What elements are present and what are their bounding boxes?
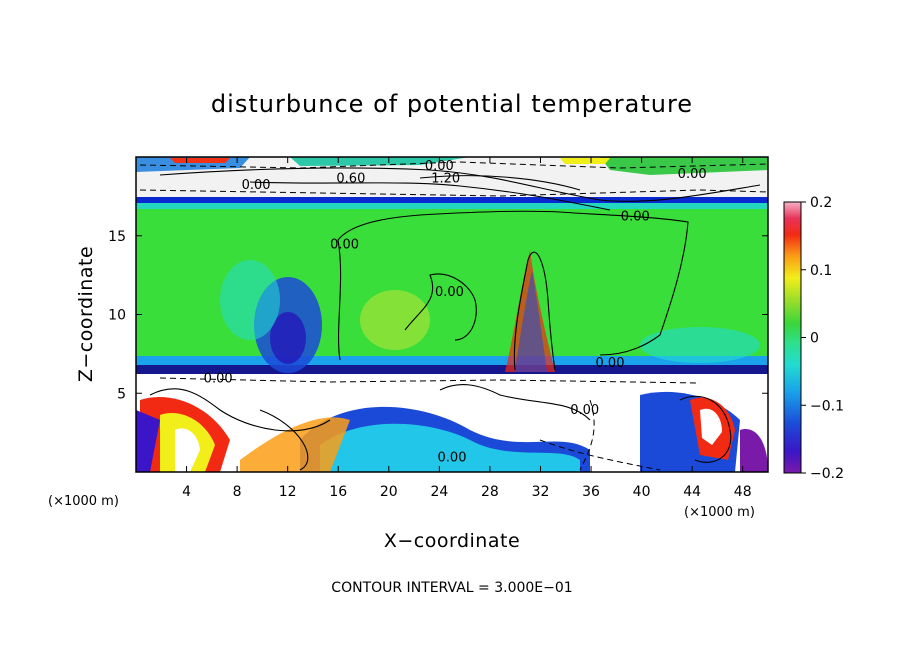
x-tick-label: 8 (233, 484, 242, 500)
cyan-halo-right (640, 327, 760, 363)
yellow-patch-mid (360, 290, 430, 350)
y-axis-label: Z−coordinate (75, 246, 97, 382)
contour-labels: 0.000.60 1.200.000.000.000.000.000.000.00… (204, 159, 707, 465)
contour-label: 0.00 (621, 209, 650, 224)
stratosphere-contour-2 (249, 181, 611, 211)
contour-label: 0.00 (596, 356, 625, 371)
x-tick-label: 16 (329, 484, 347, 500)
x-tick-label: 4 (182, 484, 191, 500)
negative-anomaly-core (270, 312, 306, 364)
lower-contour-1 (149, 388, 331, 432)
cyan-halo-left (220, 260, 280, 340)
contour-label: 0.00 (570, 403, 599, 418)
colorbar: 0.2 0.1 0 −0.1 −0.2 (783, 195, 844, 482)
colorbar-tick-label: 0.1 (810, 263, 832, 279)
stratosphere-red-fringe-2 (560, 158, 610, 164)
dashed-contours (139, 161, 768, 471)
contour-label: 0.00 (438, 450, 467, 465)
x-unit-label: (×1000 m) (48, 494, 119, 509)
dashed-contour-top-2 (139, 189, 768, 197)
lower-band-edge (136, 364, 768, 374)
contour-interval-note: CONTOUR INTERVAL = 3.000E−01 (331, 580, 572, 596)
x-tick-label: 36 (582, 484, 600, 500)
contour-lines (149, 167, 761, 471)
x-axis-ticks: 4 8 12 16 20 24 28 32 36 40 44 48 (182, 157, 752, 500)
colorbar-tick-label: −0.2 (810, 466, 844, 482)
lower-left-white (175, 428, 200, 472)
stratosphere-contour-3 (419, 175, 581, 191)
x-tick-label: 28 (481, 484, 499, 500)
stratosphere-contour-1 (159, 167, 761, 202)
y-tick-label: 5 (117, 386, 126, 402)
x-tick-label: 44 (683, 484, 701, 500)
x-tick-label: 20 (380, 484, 398, 500)
x-tick-label: 12 (279, 484, 297, 500)
dashed-contour-low-2 (539, 439, 661, 471)
lower-right-violet (740, 429, 768, 472)
upper-band-edge-2 (136, 203, 768, 209)
x-tick-label: 32 (532, 484, 550, 500)
contour-label: 0.00 (242, 178, 271, 193)
y-axis-ticks: 5 10 15 (108, 229, 768, 402)
lower-contour-3 (439, 384, 591, 421)
x-unit-label-right: (×1000 m) (684, 505, 755, 520)
lower-right-contour (679, 395, 732, 463)
stratosphere-red-fringe (170, 158, 230, 163)
colorbar-ramp (783, 201, 802, 474)
lower-contour-2 (259, 409, 309, 471)
x-tick-label: 48 (734, 484, 752, 500)
lower-cyan-swirl (320, 423, 580, 472)
zero-contour-main (337, 210, 689, 361)
contour-label: 0.00 (435, 285, 464, 300)
contour-label: 0.00 (678, 167, 707, 182)
plot-area: 0.000.60 1.200.000.000.000.000.000.000.00… (136, 157, 768, 472)
contour-label: 0.60 (336, 171, 365, 186)
colorbar-tick-label: −0.1 (810, 398, 844, 414)
contour-label: 0.00 (330, 238, 359, 253)
lower-band-edge-2 (136, 356, 768, 365)
colorbar-tick-label: 0.2 (810, 195, 832, 211)
dashed-contour-top-1 (139, 161, 768, 169)
lower-warm-wave (240, 417, 350, 472)
colorbar-ticks: 0.2 0.1 0 −0.1 −0.2 (801, 195, 844, 482)
contour-label: 0.00 (425, 159, 454, 174)
lower-left-cold (136, 410, 160, 472)
x-axis-label: X−coordinate (384, 530, 520, 552)
y-tick-label: 10 (108, 308, 126, 324)
dashed-contour-low-1 (159, 377, 701, 384)
central-contour (513, 251, 556, 371)
x-tick-label: 40 (633, 484, 651, 500)
chart-title: disturbunce of potential temperature (211, 90, 693, 118)
upper-band-edge (136, 196, 768, 205)
zero-contour-inner (404, 273, 477, 341)
contour-label: 1.20 (431, 171, 460, 186)
x-tick-label: 24 (430, 484, 448, 500)
lower-right-white (700, 408, 722, 445)
colorbar-tick-label: 0 (810, 331, 819, 347)
contour-label: 0.00 (204, 372, 233, 387)
central-plume-core (515, 270, 547, 372)
y-tick-label: 15 (108, 229, 126, 245)
